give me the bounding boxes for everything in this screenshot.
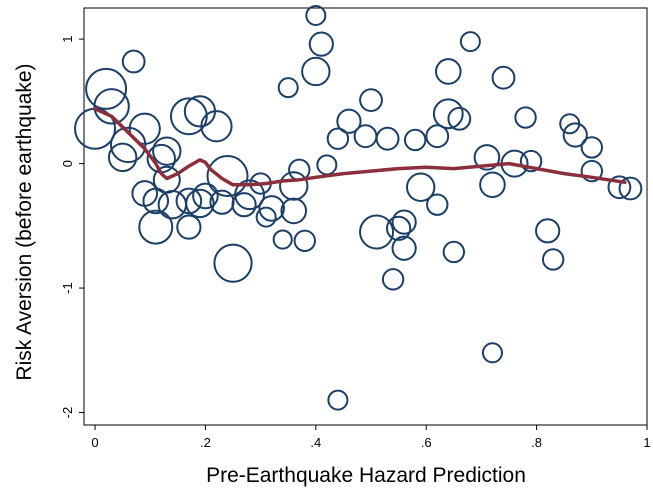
scatter-point (481, 342, 503, 364)
scatter-point (176, 214, 202, 240)
scatter-point (391, 235, 417, 261)
scatter-point (121, 49, 146, 74)
scatter-point (316, 154, 338, 176)
scatter-point (206, 155, 249, 198)
scatter-point (473, 144, 501, 171)
scatter-point (93, 88, 130, 125)
plot-area-frame (83, 7, 648, 426)
scatter-point (107, 142, 138, 173)
scatter-point (425, 124, 450, 149)
scatter-point (272, 229, 293, 250)
scatter-point (255, 206, 277, 228)
scatter-point (234, 179, 265, 211)
fit-line (93, 107, 627, 187)
scatter-point (192, 182, 219, 210)
scatter-point (308, 31, 334, 57)
scatter-point (213, 243, 253, 283)
x-tick-label: 0 (91, 435, 98, 450)
scatter-point (618, 176, 643, 201)
scatter-point (514, 106, 537, 129)
scatter-point (359, 88, 383, 113)
y-axis-title: Risk Aversion (before earthquake) (13, 63, 36, 380)
scatter-point (426, 193, 449, 216)
y-tick-label: 1 (60, 36, 75, 43)
scatter-point (142, 187, 170, 215)
scatter-point (479, 171, 506, 199)
y-tick-label: -1 (60, 282, 75, 294)
scatter-point (434, 58, 462, 85)
fit-line-group (93, 107, 627, 187)
scatter-point (541, 248, 565, 271)
scatter-point (175, 187, 203, 215)
scatter-point (375, 126, 400, 151)
scatter-point (580, 159, 604, 183)
scatter-point (491, 65, 516, 90)
scatter-point (327, 389, 349, 411)
scatter-point (157, 189, 188, 220)
scatter-point (280, 197, 308, 225)
x-tick-label: .8 (531, 435, 542, 450)
scatter-point (519, 149, 543, 173)
scatter-point (326, 127, 350, 150)
scatter-point (109, 126, 147, 164)
scatter-point (293, 229, 316, 252)
x-axis-title: Pre-Earthquake Hazard Prediction (206, 464, 526, 487)
scatter-point (301, 56, 331, 87)
scatter-point (231, 192, 257, 218)
y-tick-label: -2 (60, 407, 75, 419)
scatter-point (152, 136, 182, 166)
scatter-point (353, 124, 378, 149)
x-axis: 0 .2 .4 .6 .8 1 (91, 425, 651, 450)
scatter-point (562, 122, 588, 148)
y-axis: -2 -1 0 1 (60, 36, 84, 419)
scatter-point (277, 77, 299, 99)
scatter-points (74, 4, 643, 411)
scatter-point (381, 268, 405, 291)
scatter-point (386, 215, 412, 241)
scatter-point (85, 67, 128, 110)
scatter-point (391, 209, 417, 235)
scatter-point (138, 209, 174, 245)
scatter-point (131, 180, 159, 207)
y-tick-label: 0 (60, 160, 75, 167)
scatter-point (200, 110, 233, 143)
x-tick-label: .6 (421, 435, 432, 450)
scatter-point (459, 31, 481, 53)
scatter-point (405, 172, 436, 202)
scatter-point (447, 106, 472, 131)
scatter-point (403, 128, 427, 152)
scatter-point (607, 175, 632, 200)
scatter-point (359, 214, 395, 250)
scatter-point (580, 136, 604, 159)
x-tick-label: .4 (310, 435, 321, 450)
x-tick-label: .2 (200, 435, 211, 450)
scatter-point (258, 195, 285, 222)
scatter-point (442, 240, 466, 264)
scatter-point (535, 218, 561, 244)
scatter-point (279, 171, 309, 201)
scatter-point (169, 97, 208, 136)
scatter-point (305, 4, 327, 26)
scatter-point (336, 108, 362, 134)
scatter-point (432, 98, 464, 130)
x-tick-label: 1 (643, 435, 650, 450)
